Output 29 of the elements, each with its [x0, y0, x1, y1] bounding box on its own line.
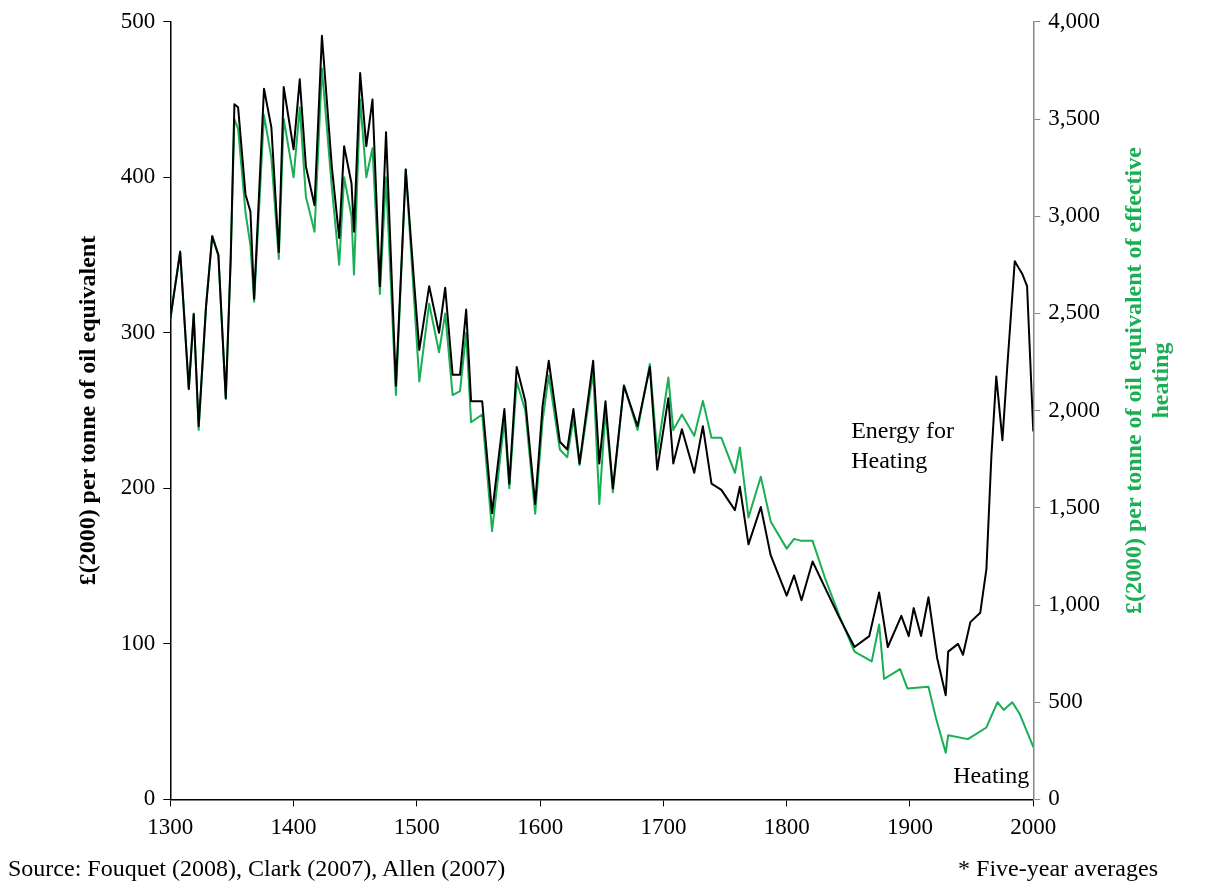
x-tick-label: 1400 — [270, 814, 317, 840]
y2-tick-label: 0 — [1048, 785, 1060, 811]
y-tick-label: 500 — [120, 7, 156, 33]
y-tick-label: 200 — [120, 474, 156, 500]
x-tick-label: 1300 — [147, 814, 194, 840]
y2-tick-label: 2,500 — [1048, 299, 1100, 325]
x-tick-label: 2000 — [1010, 814, 1057, 840]
y2-axis-title: £(2000) per tonne of oil equivalent of effective heating — [1119, 146, 1173, 614]
text: * Five-year averages — [958, 855, 1158, 882]
x-tick-label: 1600 — [517, 814, 564, 840]
y2-tick-label: 3,500 — [1048, 105, 1100, 131]
y2-tick-label: 2,000 — [1048, 396, 1100, 422]
y-axis-title: £(2000) per tonne of oil equivalent — [73, 235, 100, 586]
y2-tick-label: 4,000 — [1048, 7, 1100, 33]
y-tick-label: 100 — [120, 629, 156, 655]
y-tick-label: 400 — [120, 163, 156, 189]
series-label: Energy for Heating — [851, 416, 955, 473]
series-label: Heating — [953, 762, 1030, 789]
source-note: Source: Fouquet (2008), Clark (2007), Allen (2007) — [8, 855, 506, 882]
x-tick-label: 1800 — [763, 814, 810, 840]
y2-tick-label: 1,000 — [1048, 591, 1100, 617]
x-tick-label: 1700 — [640, 814, 687, 840]
x-tick-label: 1900 — [886, 814, 933, 840]
y2-tick-label: 1,500 — [1048, 493, 1100, 519]
x-tick-label: 1500 — [393, 814, 440, 840]
y2-tick-label: 3,000 — [1048, 202, 1100, 228]
y-tick-label: 300 — [120, 318, 156, 344]
y2-tick-label: 500 — [1048, 688, 1083, 714]
y-tick-label: 0 — [143, 785, 156, 811]
